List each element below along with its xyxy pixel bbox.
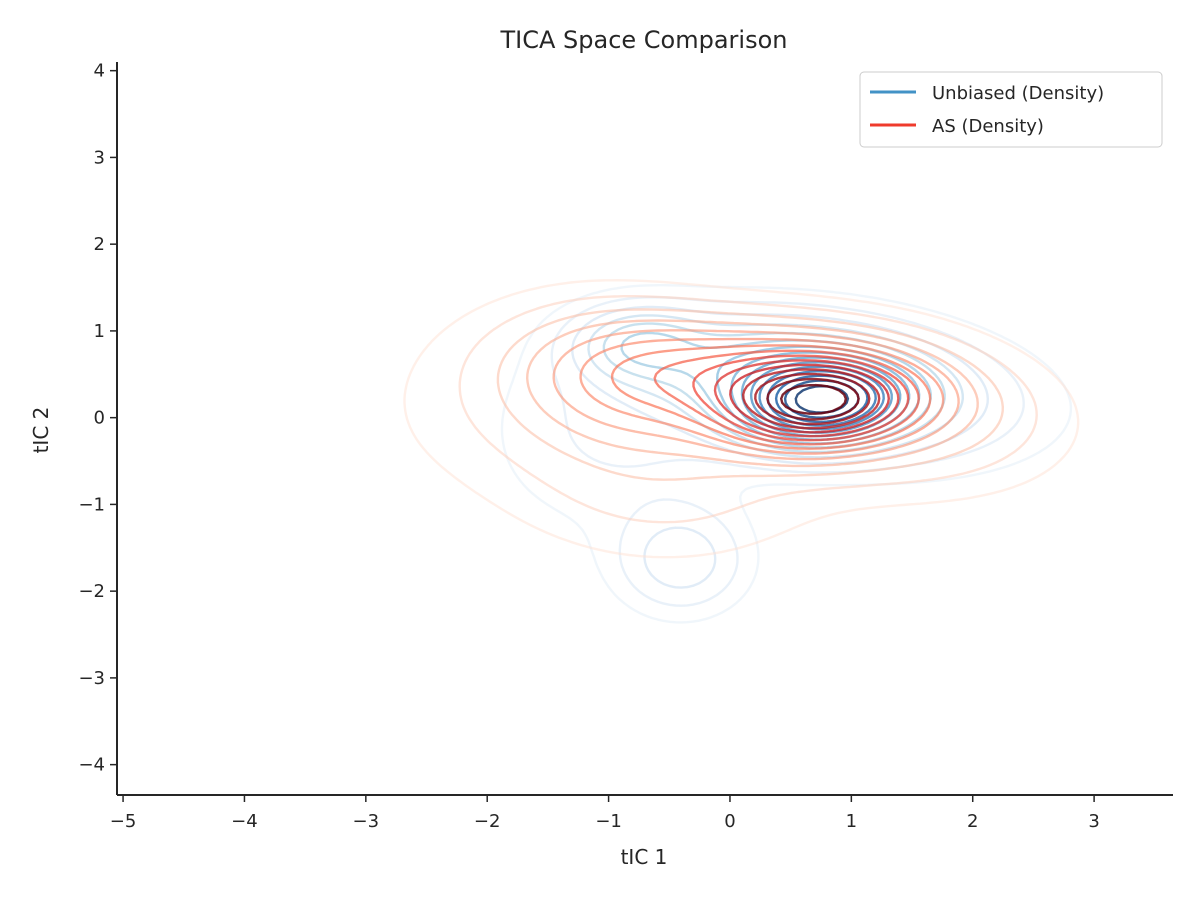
as-density-contour bbox=[692, 354, 910, 442]
x-tick-label: −2 bbox=[474, 811, 501, 832]
legend-frame bbox=[859, 71, 1163, 148]
y-tick-label: 3 bbox=[94, 147, 105, 168]
y-tick-label: 0 bbox=[94, 408, 105, 429]
y-tick-label: 4 bbox=[94, 61, 105, 82]
as-density-contour bbox=[766, 377, 860, 421]
as-density-contour bbox=[496, 308, 1004, 481]
y-tick-label: −4 bbox=[78, 755, 105, 776]
x-tick-label: −5 bbox=[110, 811, 137, 832]
as-density-contour bbox=[403, 279, 1080, 559]
legend-label-unbiased: Unbiased (Density) bbox=[932, 83, 1104, 104]
legend: Unbiased (Density) AS (Density) bbox=[859, 71, 1163, 148]
x-tick-label: 0 bbox=[724, 811, 735, 832]
y-tick-label: −1 bbox=[78, 494, 105, 515]
as-density-contour bbox=[526, 319, 979, 468]
as-density-contour bbox=[610, 344, 932, 450]
legend-label-as: AS (Density) bbox=[932, 116, 1044, 137]
x-tick-label: −1 bbox=[595, 811, 622, 832]
y-tick-label: −3 bbox=[78, 668, 105, 689]
y-tick-label: −2 bbox=[78, 581, 105, 602]
plot-area bbox=[403, 279, 1080, 624]
x-tick-label: 2 bbox=[967, 811, 978, 832]
as-density-contour bbox=[742, 368, 881, 430]
y-tick-label: 2 bbox=[94, 234, 105, 255]
x-tick-label: −3 bbox=[353, 811, 380, 832]
as-density-contour bbox=[552, 329, 960, 461]
x-tick-label: −4 bbox=[231, 811, 258, 832]
as-density-contour bbox=[713, 359, 900, 438]
x-tick-label: 1 bbox=[846, 811, 857, 832]
axes: −5 −4 −3 −2 −1 0 1 2 3 −4 −3 −2 −1 0 1 2 3 4 bbox=[78, 61, 1173, 832]
as-density-contour bbox=[754, 372, 871, 426]
as-density-contour bbox=[458, 295, 1038, 524]
unbiased-density-contour bbox=[500, 284, 1073, 624]
y-axis-label: tIC 2 bbox=[29, 407, 53, 454]
x-tick-label: 3 bbox=[1088, 811, 1099, 832]
x-axis-label: tIC 1 bbox=[621, 845, 668, 869]
as-density-contour bbox=[780, 383, 847, 415]
chart-title: TICA Space Comparison bbox=[499, 26, 787, 54]
contour-layer bbox=[403, 279, 1080, 624]
as-density-contour bbox=[653, 349, 920, 446]
as-density-contour bbox=[579, 337, 945, 455]
as-density-contour bbox=[729, 363, 890, 434]
y-tick-label: 1 bbox=[94, 321, 105, 342]
